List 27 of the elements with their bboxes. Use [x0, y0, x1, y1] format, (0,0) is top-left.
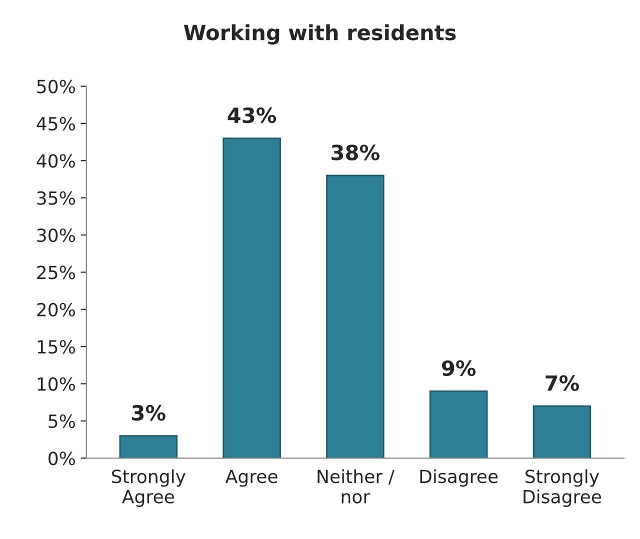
x-tick-label: Neither / nor — [318, 469, 394, 504]
data-label: 7% — [546, 375, 579, 391]
y-tick-label: 5% — [48, 414, 75, 428]
y-tick-label: 0% — [48, 452, 75, 466]
x-tick-label: Strongly Agree — [112, 469, 186, 507]
y-tick-label: 35% — [37, 191, 75, 205]
data-label: 43% — [228, 107, 276, 124]
y-tick-label: 20% — [37, 302, 75, 316]
x-tick-label: Strongly Disagree — [524, 469, 602, 507]
data-label: 3% — [132, 404, 166, 421]
y-tick-label: 15% — [38, 340, 75, 354]
y-tick-label: 30% — [37, 228, 75, 242]
bar — [222, 138, 281, 458]
bar — [119, 435, 178, 458]
data-label: 38% — [332, 144, 380, 160]
y-tick-label: 45% — [36, 116, 75, 131]
x-tick-label: Disagree — [420, 469, 498, 487]
y-tick-label: 40% — [36, 154, 75, 168]
y-tick-label: 50% — [37, 80, 75, 94]
bar — [532, 405, 592, 458]
y-tick-label: 10% — [38, 377, 75, 391]
y-tick-label: 25% — [37, 266, 75, 280]
bar — [429, 390, 488, 458]
chart-title: Working with residents — [184, 24, 456, 45]
data-label: 9% — [442, 360, 476, 376]
x-tick-label: Agree — [225, 470, 278, 487]
bar — [326, 174, 384, 458]
